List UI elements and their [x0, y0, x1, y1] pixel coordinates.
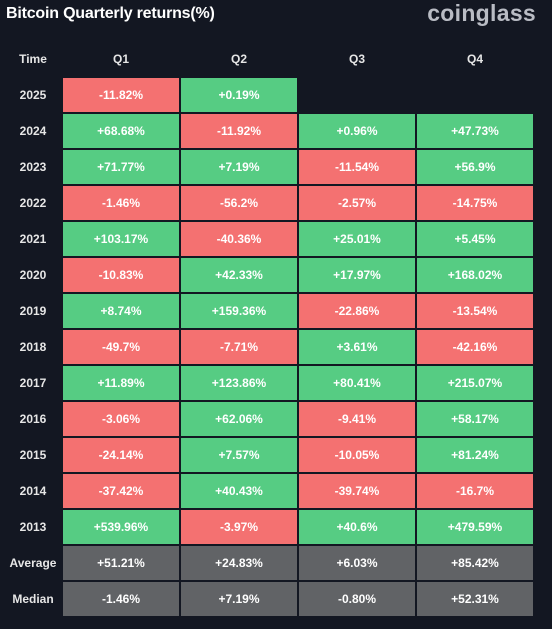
row-label: 2023	[4, 149, 62, 185]
return-cell: +80.41%	[298, 365, 416, 401]
return-cell: -13.54%	[416, 293, 534, 329]
return-cell: +40.43%	[180, 473, 298, 509]
return-cell: -39.74%	[298, 473, 416, 509]
return-cell: +25.01%	[298, 221, 416, 257]
return-cell: +42.33%	[180, 257, 298, 293]
return-cell: +7.19%	[180, 149, 298, 185]
return-cell: -56.2%	[180, 185, 298, 221]
return-cell: +123.86%	[180, 365, 298, 401]
summary-cell: +85.42%	[416, 545, 534, 581]
row-label: 2016	[4, 401, 62, 437]
return-cell: +0.96%	[298, 113, 416, 149]
return-cell: -49.7%	[62, 329, 180, 365]
empty-cell	[298, 77, 416, 113]
return-cell: +539.96%	[62, 509, 180, 545]
summary-cell: +52.31%	[416, 581, 534, 617]
return-cell: +215.07%	[416, 365, 534, 401]
column-header: Q3	[298, 41, 416, 77]
return-cell: +62.06%	[180, 401, 298, 437]
row-label: 2021	[4, 221, 62, 257]
return-cell: -9.41%	[298, 401, 416, 437]
return-cell: -40.36%	[180, 221, 298, 257]
summary-cell: +24.83%	[180, 545, 298, 581]
return-cell: +17.97%	[298, 257, 416, 293]
row-label: 2024	[4, 113, 62, 149]
return-cell: +58.17%	[416, 401, 534, 437]
summary-cell: -0.80%	[298, 581, 416, 617]
return-cell: -37.42%	[62, 473, 180, 509]
return-cell: -10.83%	[62, 257, 180, 293]
row-label: 2020	[4, 257, 62, 293]
return-cell: +168.02%	[416, 257, 534, 293]
return-cell: -11.92%	[180, 113, 298, 149]
return-cell: +68.68%	[62, 113, 180, 149]
column-header: Q2	[180, 41, 298, 77]
return-cell: -16.7%	[416, 473, 534, 509]
column-header: Q1	[62, 41, 180, 77]
returns-table: Time Q1 Q2 Q3 Q4 2025 -11.82% +0.19% 2024 +68.68%…	[4, 41, 540, 617]
row-label: 2013	[4, 509, 62, 545]
return-cell: +7.57%	[180, 437, 298, 473]
return-cell: +5.45%	[416, 221, 534, 257]
return-cell: -3.97%	[180, 509, 298, 545]
row-label: 2025	[4, 77, 62, 113]
return-cell: +3.61%	[298, 329, 416, 365]
column-header: Time	[4, 41, 62, 77]
row-label: 2019	[4, 293, 62, 329]
return-cell: -7.71%	[180, 329, 298, 365]
return-cell: +56.9%	[416, 149, 534, 185]
return-cell: +479.59%	[416, 509, 534, 545]
return-cell: -10.05%	[298, 437, 416, 473]
summary-cell: +6.03%	[298, 545, 416, 581]
return-cell: -42.16%	[416, 329, 534, 365]
return-cell: +103.17%	[62, 221, 180, 257]
return-cell: +0.19%	[180, 77, 298, 113]
summary-cell: +7.19%	[180, 581, 298, 617]
summary-cell: +51.21%	[62, 545, 180, 581]
row-label: 2015	[4, 437, 62, 473]
row-label: 2022	[4, 185, 62, 221]
row-label: 2018	[4, 329, 62, 365]
return-cell: +8.74%	[62, 293, 180, 329]
return-cell: -14.75%	[416, 185, 534, 221]
brand-logo: coinglass	[427, 0, 536, 26]
summary-label: Median	[4, 581, 62, 617]
return-cell: -11.82%	[62, 77, 180, 113]
header: Bitcoin Quarterly returns(%) coinglass	[0, 0, 552, 30]
return-cell: +11.89%	[62, 365, 180, 401]
row-label: 2014	[4, 473, 62, 509]
return-cell: -11.54%	[298, 149, 416, 185]
return-cell: +159.36%	[180, 293, 298, 329]
summary-cell: -1.46%	[62, 581, 180, 617]
page-title: Bitcoin Quarterly returns(%)	[6, 5, 215, 22]
empty-cell	[416, 77, 534, 113]
return-cell: +47.73%	[416, 113, 534, 149]
return-cell: -24.14%	[62, 437, 180, 473]
return-cell: -2.57%	[298, 185, 416, 221]
return-cell: +81.24%	[416, 437, 534, 473]
return-cell: +71.77%	[62, 149, 180, 185]
summary-label: Average	[4, 545, 62, 581]
row-label: 2017	[4, 365, 62, 401]
return-cell: -22.86%	[298, 293, 416, 329]
return-cell: -3.06%	[62, 401, 180, 437]
return-cell: -1.46%	[62, 185, 180, 221]
column-header: Q4	[416, 41, 534, 77]
return-cell: +40.6%	[298, 509, 416, 545]
